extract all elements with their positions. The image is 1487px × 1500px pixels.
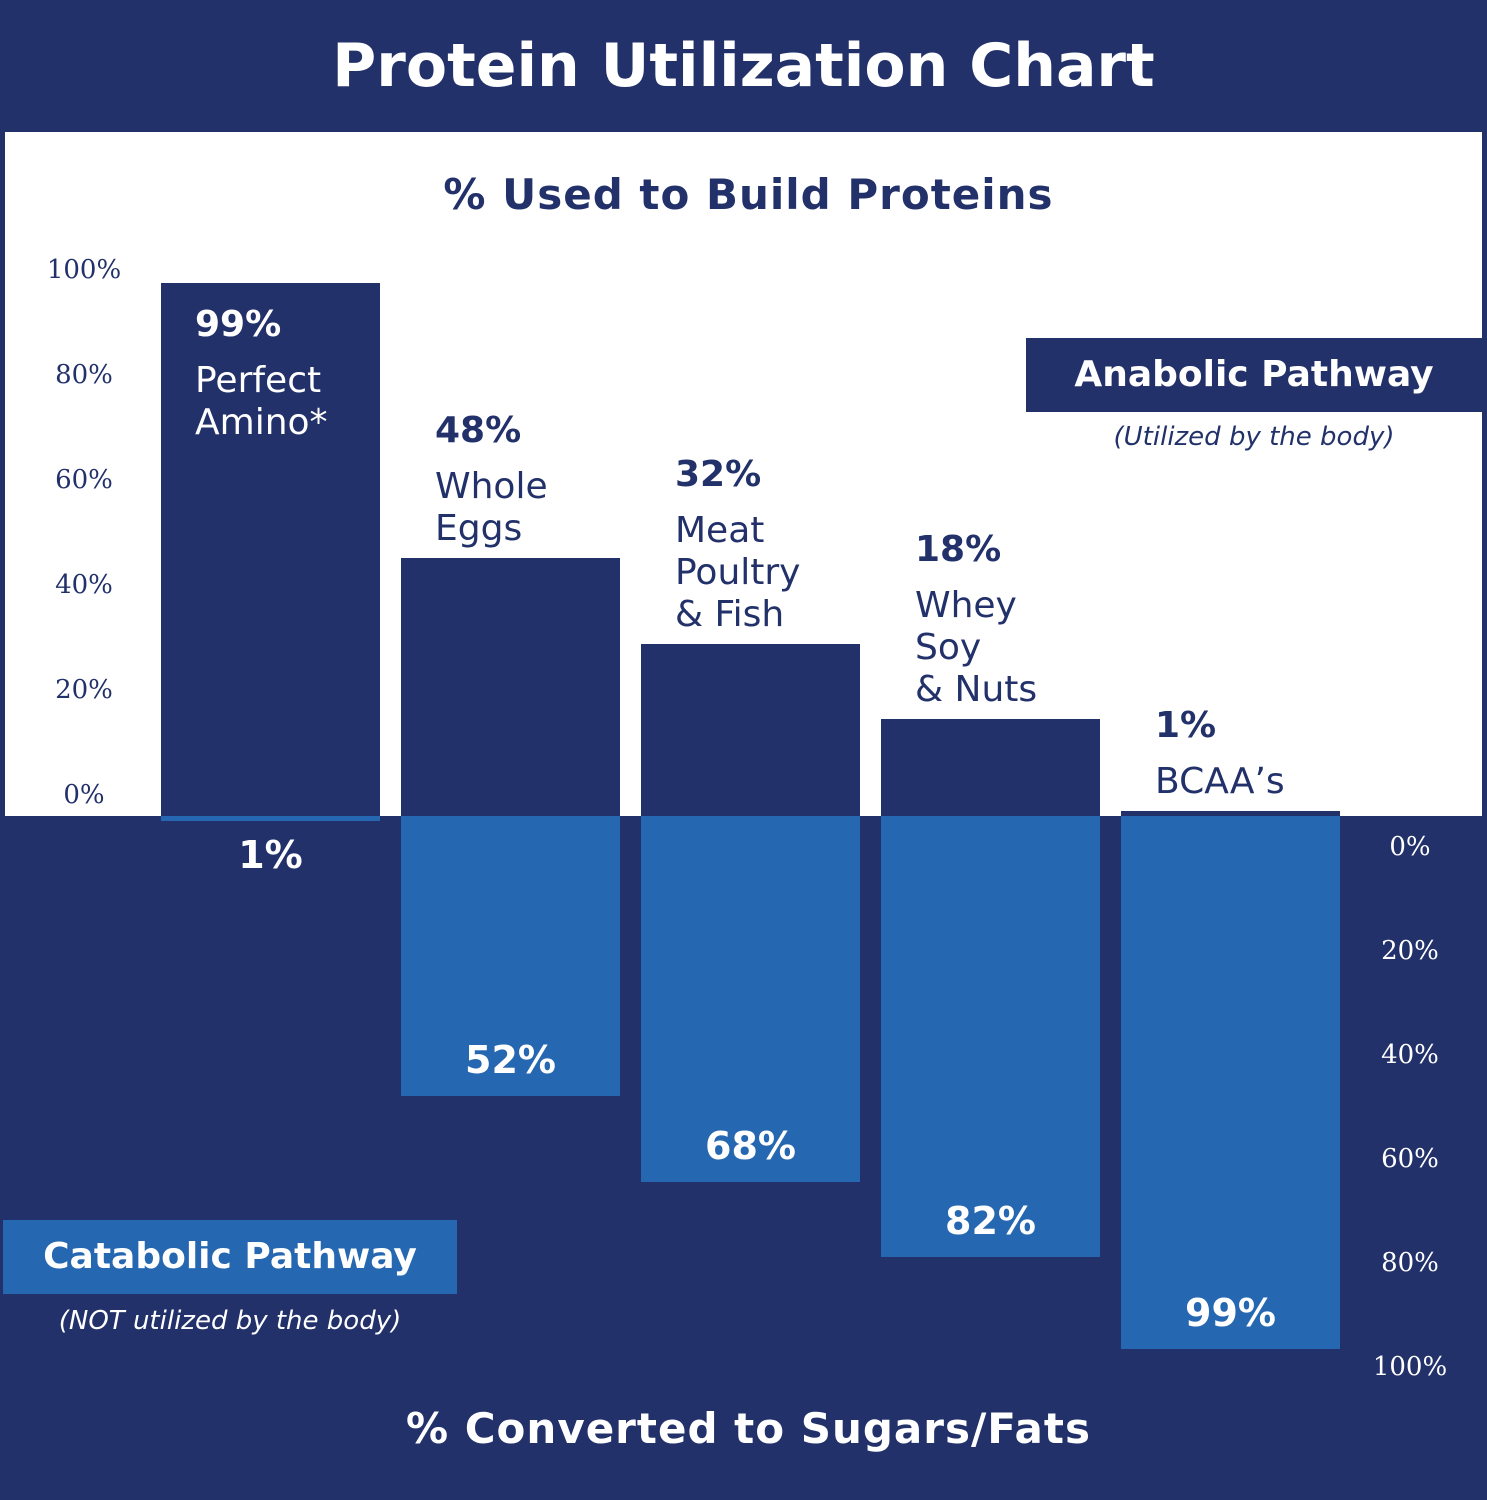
category-label: 48% Whole Eggs bbox=[435, 410, 548, 550]
category-label: 1% BCAA’s bbox=[1155, 705, 1285, 803]
upper-axis-title: % Used to Build Proteins bbox=[443, 170, 1054, 219]
category-label: 99% Perfect Amino* bbox=[195, 304, 328, 444]
upper-tick-label: 20% bbox=[55, 675, 113, 705]
anabolic-value-label: 18% bbox=[915, 529, 1002, 571]
legend-catabolic: Catabolic Pathway bbox=[3, 1220, 457, 1294]
anabolic-bar bbox=[161, 283, 380, 816]
legend-anabolic-subtitle: (Utilized by the body) bbox=[1113, 422, 1395, 452]
category-name-line: BCAA’s bbox=[1155, 760, 1285, 802]
catabolic-bar bbox=[641, 816, 860, 1182]
upper-tick-label: 100% bbox=[46, 255, 122, 285]
category-name-line: Whole bbox=[435, 465, 548, 507]
lower-tick-label: 20% bbox=[1381, 936, 1439, 966]
lower-tick-label: 0% bbox=[1389, 832, 1431, 862]
catabolic-value-label: 52% bbox=[465, 1037, 556, 1082]
anabolic-bar bbox=[1121, 810, 1340, 816]
category-label: 32% Meat Poultry & Fish bbox=[675, 454, 801, 636]
category-name-line: & Nuts bbox=[915, 669, 1038, 711]
lower-tick-label: 100% bbox=[1372, 1352, 1448, 1382]
lower-tick-label: 60% bbox=[1381, 1144, 1439, 1174]
catabolic-value-label: 82% bbox=[945, 1199, 1036, 1244]
category-name-line: Meat bbox=[675, 509, 765, 551]
category-label: 18% Whey Soy & Nuts bbox=[915, 529, 1037, 711]
catabolic-bar bbox=[161, 816, 380, 822]
chart-title: Protein Utilization Chart bbox=[332, 31, 1155, 101]
anabolic-bar bbox=[401, 557, 620, 816]
category-name-line: Perfect bbox=[195, 360, 322, 401]
catabolic-value-label: 68% bbox=[705, 1123, 796, 1168]
catabolic-bar bbox=[401, 816, 620, 1096]
anabolic-value-label: 48% bbox=[435, 409, 522, 451]
catabolic-value-label: 1% bbox=[238, 833, 303, 878]
catabolic-bar bbox=[881, 816, 1100, 1258]
category-name-line: & Fish bbox=[675, 593, 785, 635]
legend-anabolic: Anabolic Pathway bbox=[1026, 338, 1482, 412]
anabolic-bar bbox=[881, 719, 1100, 816]
lower-axis-title: % Converted to Sugars/Fats bbox=[406, 1404, 1091, 1453]
lower-tick-label: 80% bbox=[1381, 1248, 1439, 1278]
upper-tick-label: 0% bbox=[63, 780, 105, 810]
anabolic-value-label: 1% bbox=[1155, 704, 1217, 746]
category-name-line: Eggs bbox=[435, 507, 523, 549]
lower-tick-label: 40% bbox=[1381, 1040, 1439, 1070]
category-name-line: Soy bbox=[915, 627, 982, 669]
upper-tick-label: 60% bbox=[55, 465, 113, 495]
anabolic-bar bbox=[641, 643, 860, 816]
category-name-line: Poultry bbox=[675, 551, 801, 593]
category-name-line: Amino* bbox=[195, 402, 328, 443]
catabolic-value-label: 99% bbox=[1185, 1290, 1276, 1335]
upper-tick-label: 80% bbox=[55, 360, 113, 390]
anabolic-value-label: 32% bbox=[675, 453, 762, 495]
catabolic-bar bbox=[1121, 816, 1340, 1349]
anabolic-value-label: 99% bbox=[195, 304, 282, 345]
upper-tick-label: 40% bbox=[55, 570, 113, 600]
legend-catabolic-subtitle: (NOT utilized by the body) bbox=[58, 1306, 402, 1336]
category-name-line: Whey bbox=[915, 585, 1017, 627]
